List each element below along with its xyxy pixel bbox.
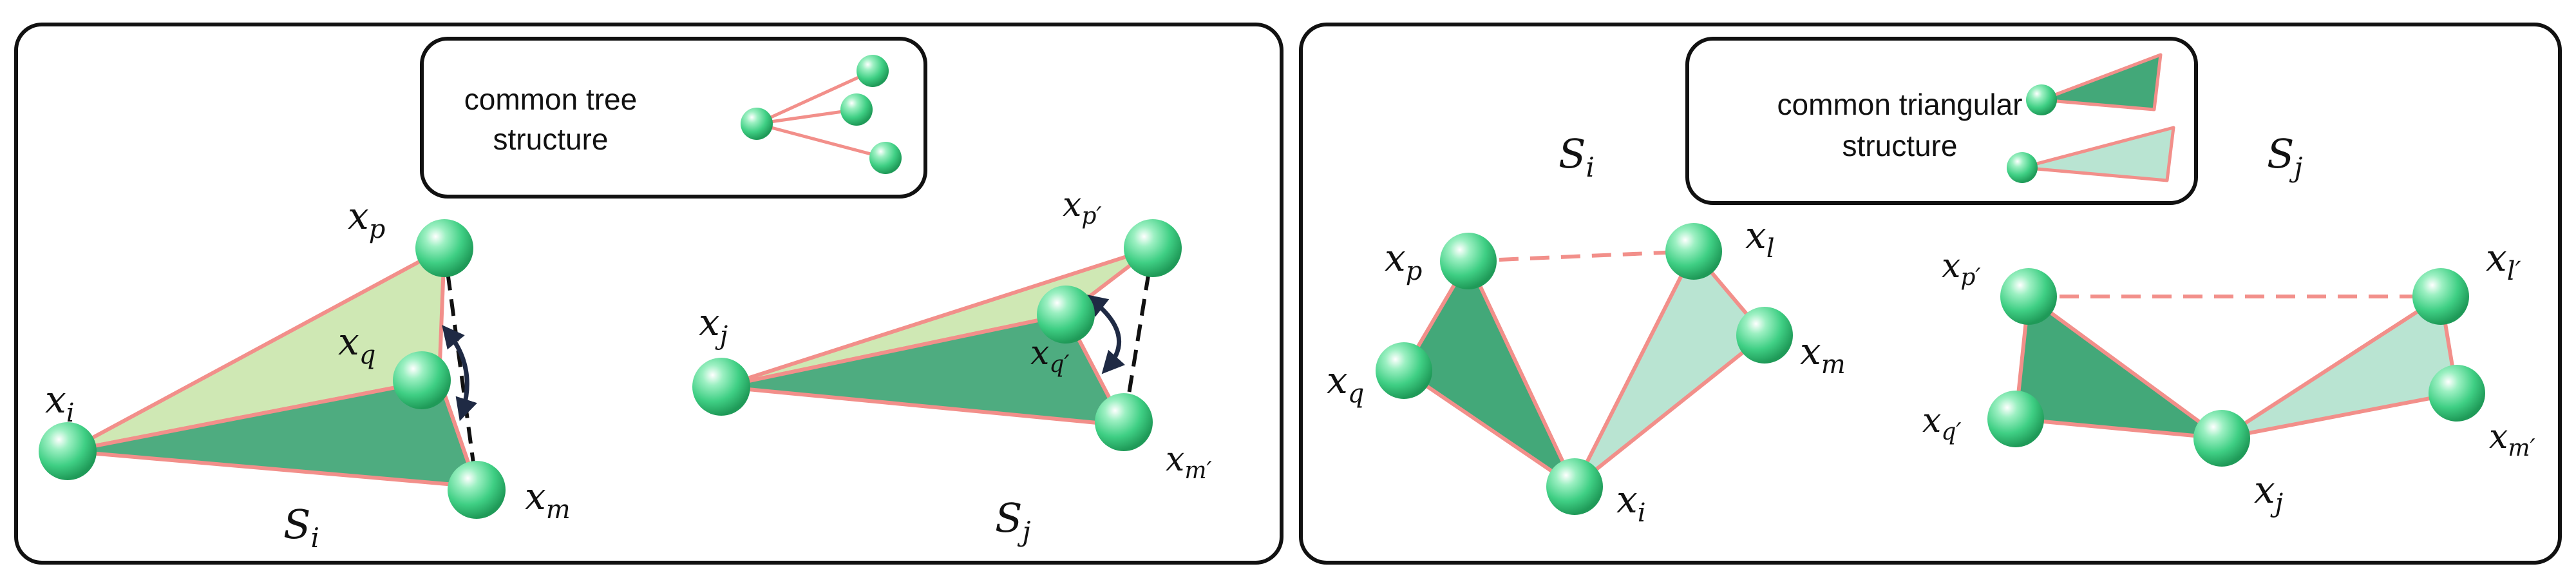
tree-structure-icon — [741, 55, 902, 174]
left-panel: common tree structure xi — [14, 23, 1283, 565]
label-xq-prime-r: xq′ — [1922, 402, 1962, 445]
right-legend-line2: structure — [1842, 129, 1958, 162]
label-xp-prime: xp′ — [1063, 186, 1102, 229]
right-panel: common triangular structure Si Sj xp xl … — [1299, 23, 2562, 565]
right-graph-sj: xp′ xl′ xq′ xm′ xj — [1922, 236, 2535, 518]
label-xm: xm — [525, 474, 571, 525]
dashed-edge-p-m — [442, 247, 478, 487]
label-xq-r: xq — [1327, 358, 1364, 409]
label-xp-r: xp — [1385, 236, 1422, 286]
label-xl-r: xl — [1745, 213, 1775, 264]
label-xj-r: xj — [2254, 468, 2283, 518]
left-graph-si: xi xp xq xm Si — [39, 194, 571, 554]
graph-label-sj-right: Sj — [2267, 130, 2303, 183]
triangle-l-m-i — [1573, 249, 1766, 489]
graph-label-si-left: Si — [283, 501, 319, 554]
left-legend-box — [420, 37, 927, 199]
label-xm-r: xm — [1800, 329, 1846, 380]
label-xi-r: xi — [1616, 478, 1646, 528]
label-xi: xi — [45, 378, 75, 428]
label-xm-prime: xm′ — [1166, 440, 1212, 484]
dashed-edge-p-m-prime — [1122, 247, 1155, 426]
rotation-arrow-icon — [1084, 294, 1126, 374]
right-graph-si: xp xl xq xm xi — [1327, 213, 1846, 528]
label-xp: xp — [348, 194, 385, 244]
triangle-structure-icon — [2007, 53, 2175, 183]
left-legend-line2: structure — [493, 122, 609, 156]
label-xm-prime-r: xm′ — [2489, 418, 2535, 461]
graph-label-si-right: Si — [1558, 130, 1595, 183]
graph-label-sj-left: Sj — [995, 494, 1031, 547]
triangle-p-q-j — [2014, 295, 2224, 440]
left-graph-sj: xj xp′ xq′ xm′ Sj — [692, 186, 1212, 547]
triangle-p-q-i — [1402, 259, 1577, 489]
rotation-arrow-icon — [442, 325, 477, 422]
right-legend-line1: common triangular — [1777, 88, 2023, 121]
right-legend: common triangular structure — [1685, 37, 2198, 205]
label-xp-prime-r: xp′ — [1942, 247, 1981, 291]
left-legend-line1: common tree — [464, 82, 637, 116]
dashed-edge-p-l — [1468, 249, 1694, 263]
label-xj: xj — [699, 300, 728, 351]
left-legend: common tree structure — [420, 37, 927, 199]
label-xl-prime-r: xl′ — [2486, 236, 2521, 286]
triangle-l-m-j — [2220, 295, 2459, 440]
label-xq: xq — [338, 320, 375, 370]
label-xq-prime: xq′ — [1030, 334, 1070, 378]
